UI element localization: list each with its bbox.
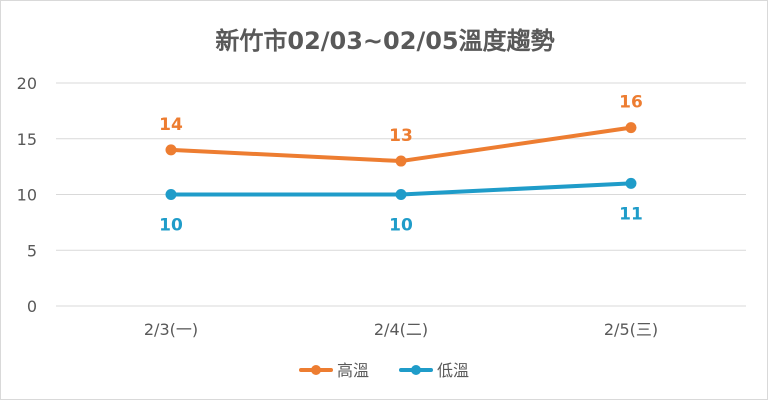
y-tick-label: 5 (27, 241, 37, 260)
y-tick-label: 10 (17, 186, 37, 205)
legend-label: 高溫 (337, 361, 369, 380)
data-label: 10 (389, 216, 413, 236)
y-axis-ticks: 0 5 10 15 20 (17, 74, 37, 316)
legend-label: 低溫 (437, 361, 469, 380)
series-high: 14 13 16 (159, 93, 643, 167)
data-point (165, 189, 177, 200)
data-label: 16 (619, 93, 643, 113)
legend-marker (311, 365, 321, 375)
x-tick-label: 2/3(一) (144, 320, 198, 339)
series-low: 10 10 11 (159, 177, 643, 236)
x-axis-ticks: 2/3(一) 2/4(二) 2/5(三) (144, 320, 658, 339)
data-point (625, 177, 637, 189)
data-point (395, 189, 407, 200)
x-tick-label: 2/5(三) (604, 320, 658, 339)
y-tick-label: 0 (27, 297, 37, 316)
data-point (625, 122, 637, 134)
x-tick-label: 2/4(二) (374, 320, 428, 339)
legend: 高溫 低溫 (299, 361, 469, 380)
data-label: 11 (619, 204, 643, 224)
data-label: 14 (159, 115, 183, 135)
data-label: 10 (159, 216, 183, 236)
data-label: 13 (389, 126, 413, 146)
y-tick-label: 15 (17, 130, 37, 149)
chart-title: 新竹市02/03~02/05溫度趨勢 (215, 27, 554, 55)
data-point (165, 144, 177, 156)
data-point (395, 155, 407, 167)
legend-marker (411, 365, 421, 375)
y-tick-label: 20 (17, 74, 37, 93)
series-group: 14 13 16 10 10 11 (159, 93, 643, 236)
